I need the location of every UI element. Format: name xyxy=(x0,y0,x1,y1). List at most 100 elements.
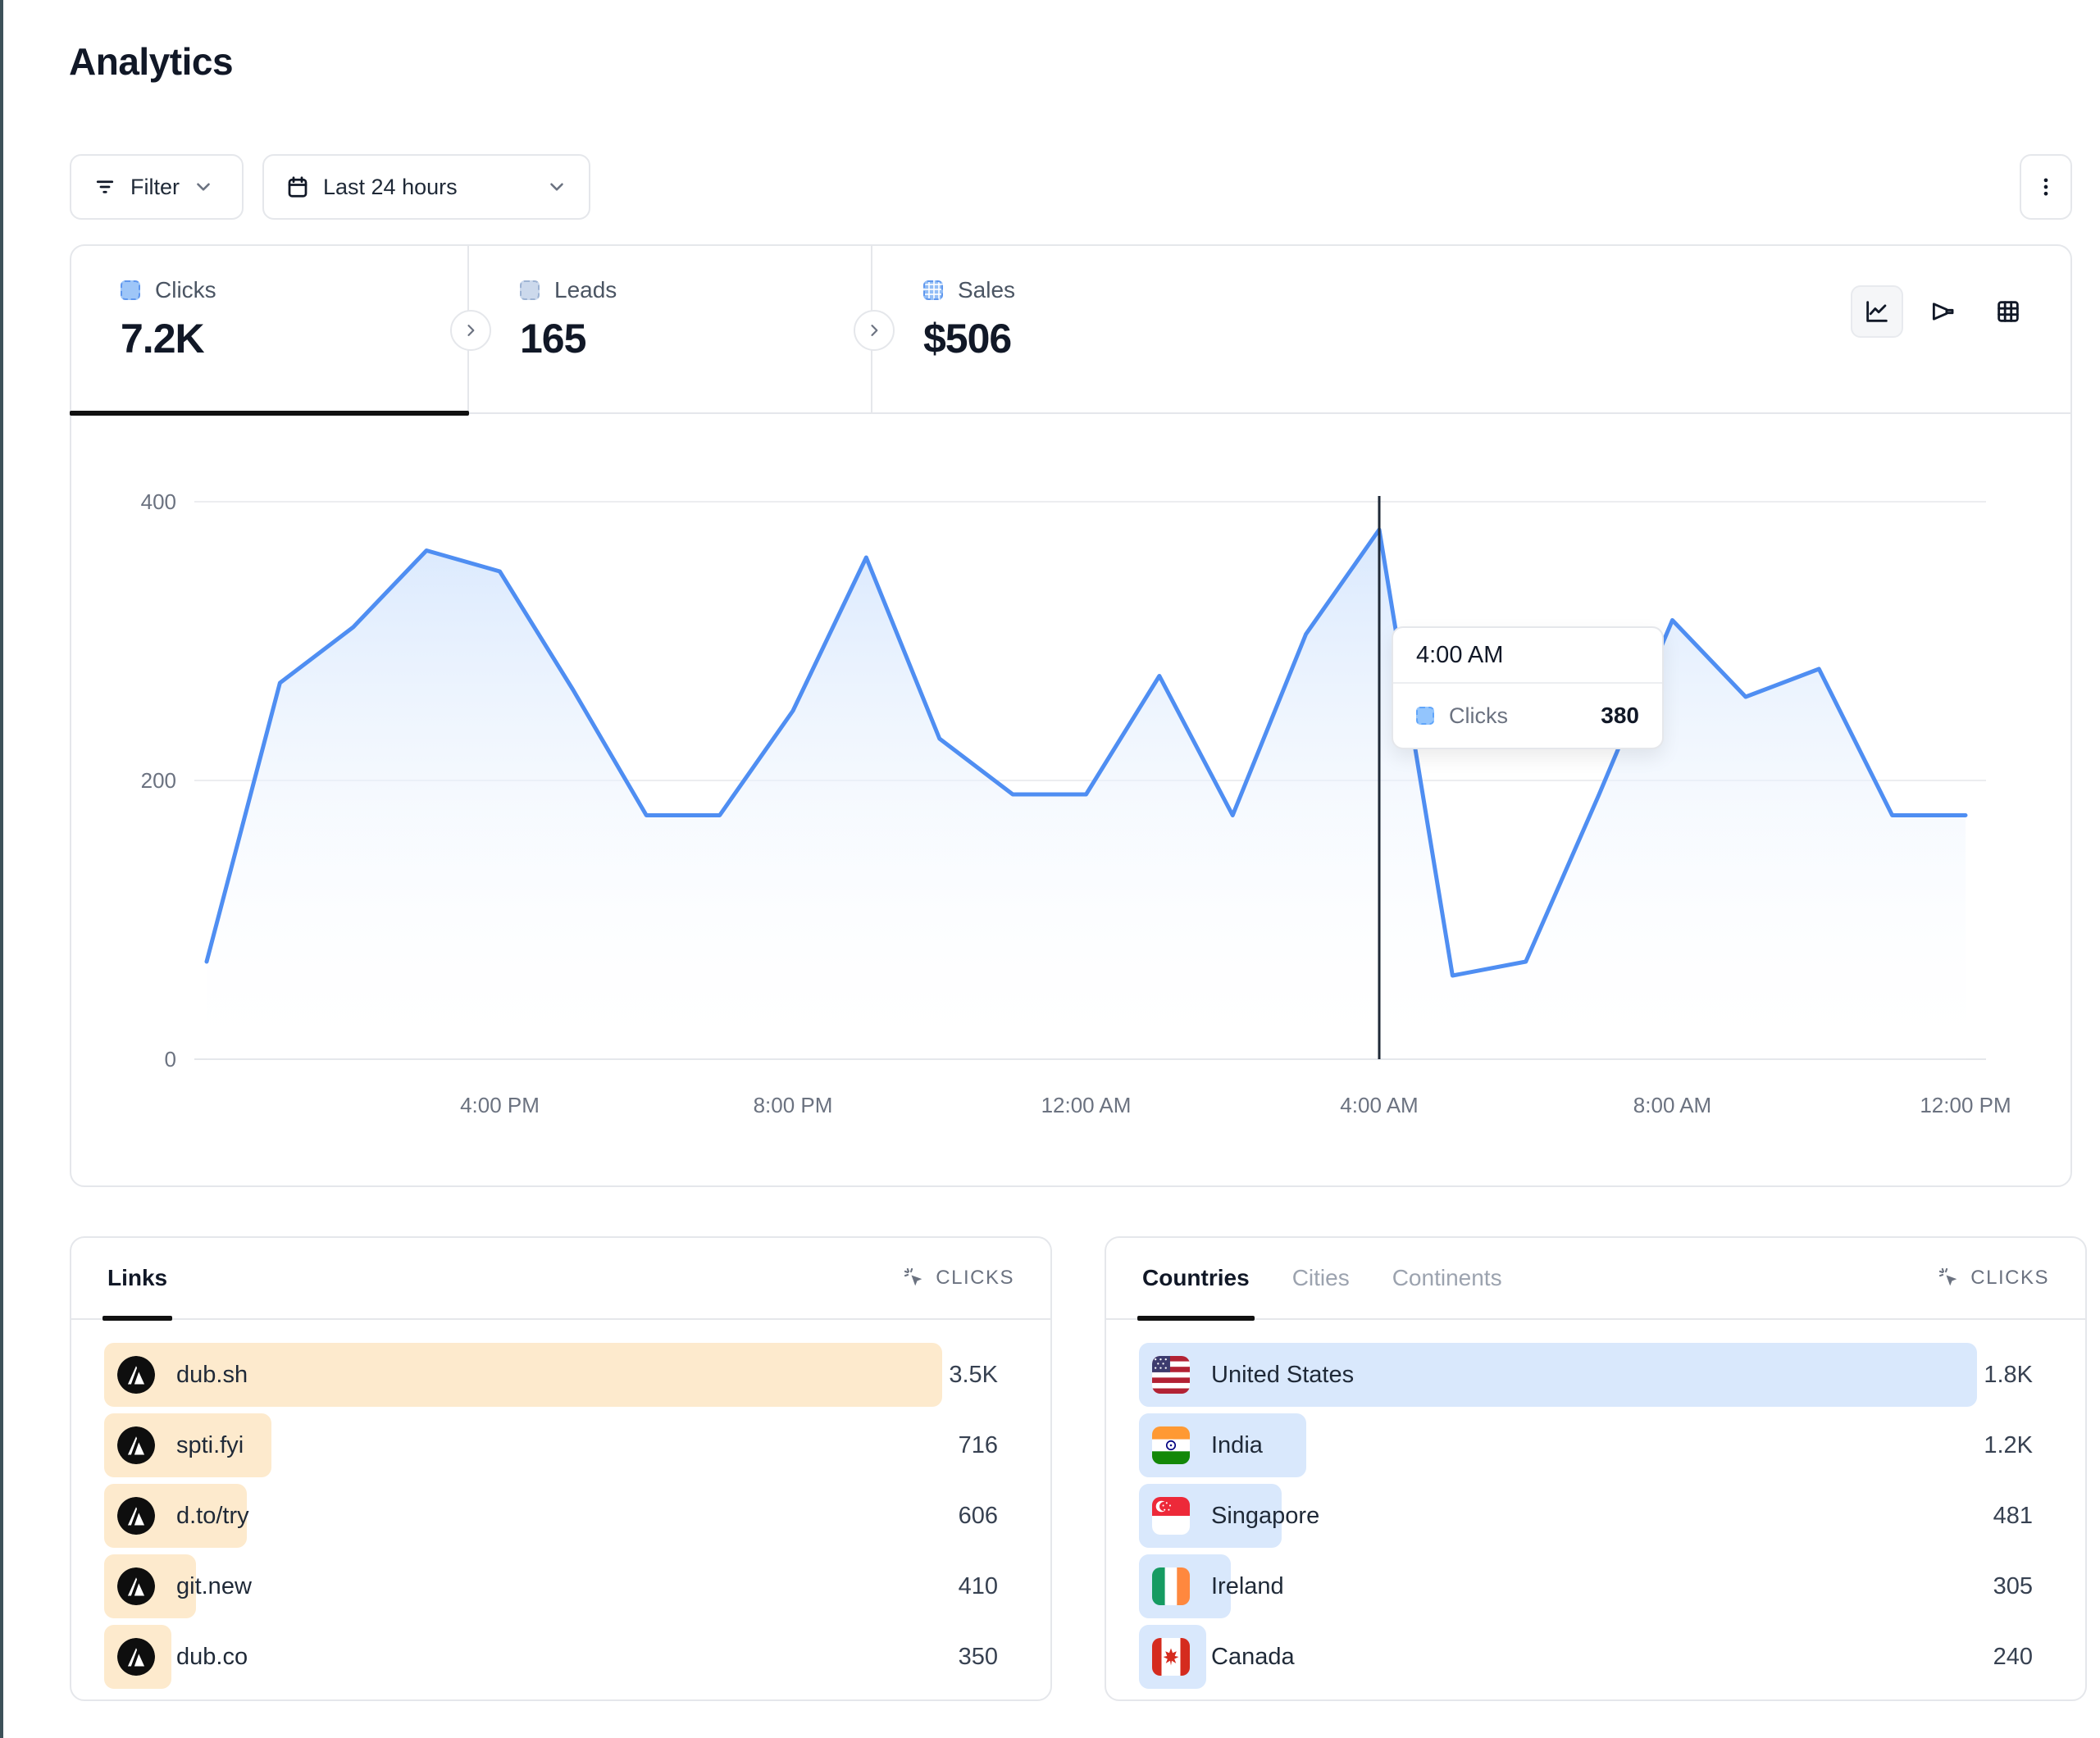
clicks-area-chart[interactable]: 0 200 400 4:00 PM 8:00 PM 12:00 AM 4:00 AM 8:00… xyxy=(71,414,2074,1189)
list-item[interactable]: United States 1.8K xyxy=(1139,1343,2052,1407)
stat-label: Sales xyxy=(958,277,1016,303)
stats-row: Clicks 7.2K Leads 165 Sales $506 xyxy=(70,246,2070,416)
expand-clicks-button[interactable] xyxy=(450,310,491,351)
list-item[interactable]: Singapore 481 xyxy=(1139,1484,2052,1548)
tooltip-series-label: Clicks xyxy=(1449,703,1508,728)
tooltip-value: 380 xyxy=(1601,703,1639,728)
tab-countries[interactable]: Countries xyxy=(1137,1238,1255,1321)
row-label: d.to/try xyxy=(176,1502,249,1529)
tab-cities[interactable]: Cities xyxy=(1291,1265,1350,1290)
list-item[interactable]: spti.fyi 716 xyxy=(104,1413,1018,1477)
page-title: Analytics xyxy=(69,40,234,83)
active-tab-underline xyxy=(70,411,469,416)
x-axis-tick: 12:00 PM xyxy=(1920,1093,2011,1117)
row-value: 1.2K xyxy=(1984,1431,2033,1458)
stat-label: Leads xyxy=(554,277,617,303)
chevron-down-icon xyxy=(546,176,567,198)
x-axis-tick: 4:00 PM xyxy=(460,1093,540,1117)
chevron-right-icon xyxy=(467,325,475,336)
line-chart-icon xyxy=(1866,301,1888,322)
row-label: Singapore xyxy=(1211,1502,1320,1529)
tab-links[interactable]: Links xyxy=(102,1238,173,1321)
sales-legend-swatch xyxy=(923,280,943,300)
left-edge-strip xyxy=(0,0,3,1738)
row-label: dub.sh xyxy=(176,1361,248,1388)
date-range-label: Last 24 hours xyxy=(323,174,458,199)
list-item[interactable]: git.new 410 xyxy=(104,1554,1018,1618)
row-label: United States xyxy=(1211,1361,1355,1388)
funnel-view-button[interactable] xyxy=(1916,285,1969,338)
row-label: spti.fyi xyxy=(176,1431,244,1458)
metric-label: CLICKS xyxy=(936,1267,1014,1289)
list-item[interactable]: dub.sh 3.5K xyxy=(104,1343,1018,1407)
date-range-button[interactable]: Last 24 hours xyxy=(262,154,590,220)
row-value: 481 xyxy=(1993,1502,2033,1529)
list-item[interactable]: India 1.2K xyxy=(1139,1413,2052,1477)
calendar-icon xyxy=(285,175,310,199)
leads-legend-swatch xyxy=(520,280,540,300)
list-item[interactable]: d.to/try 606 xyxy=(104,1484,1018,1548)
x-axis-tick: 4:00 AM xyxy=(1340,1093,1418,1117)
links-tabs: Links xyxy=(102,1238,173,1321)
table-grid-icon xyxy=(1998,301,2019,322)
kebab-menu-icon xyxy=(2034,175,2057,198)
row-value: 1.8K xyxy=(1984,1361,2033,1388)
countries-tabs: Countries Cities Continents xyxy=(1137,1238,1502,1321)
metric-label: CLICKS xyxy=(1970,1267,2049,1289)
filter-button[interactable]: Filter xyxy=(70,154,244,220)
dub-logo-icon xyxy=(117,1426,155,1464)
clicks-series-line xyxy=(204,527,1968,978)
row-value: 350 xyxy=(958,1643,998,1670)
analytics-card: Clicks 7.2K Leads 165 Sales $506 xyxy=(70,244,2072,1187)
links-panel: Links CLICKS dub.sh 3.5K spti.fyi 716 d.… xyxy=(70,1236,1052,1701)
dub-logo-icon xyxy=(117,1356,155,1394)
row-label: Ireland xyxy=(1211,1572,1284,1599)
filter-label: Filter xyxy=(130,174,180,199)
stat-tab-clicks[interactable]: Clicks 7.2K xyxy=(70,246,469,416)
tab-continents[interactable]: Continents xyxy=(1392,1265,1502,1290)
chevron-down-icon xyxy=(193,176,214,198)
filter-icon xyxy=(93,175,117,199)
tooltip-series-swatch xyxy=(1416,707,1434,725)
row-label: India xyxy=(1211,1431,1263,1458)
row-value: 3.5K xyxy=(949,1361,998,1388)
expand-leads-button[interactable] xyxy=(854,310,895,351)
y-axis-tick: 200 xyxy=(141,768,176,793)
stat-value: 7.2K xyxy=(121,316,205,362)
row-label: dub.co xyxy=(176,1643,248,1670)
list-item[interactable]: Canada 240 xyxy=(1139,1625,2052,1689)
stat-value: 165 xyxy=(520,316,586,362)
clicks-legend-swatch xyxy=(121,280,140,300)
x-axis-tick: 8:00 PM xyxy=(754,1093,833,1117)
list-item[interactable]: dub.co 350 xyxy=(104,1625,1018,1689)
more-options-button[interactable] xyxy=(2020,154,2072,220)
chevron-right-icon xyxy=(871,325,878,336)
stat-label: Clicks xyxy=(155,277,216,303)
tooltip-time: 4:00 AM xyxy=(1393,628,1662,684)
value-bar xyxy=(1139,1343,1977,1407)
line-chart-view-button[interactable] xyxy=(1851,285,1903,338)
sg-flag-icon xyxy=(1152,1497,1190,1535)
x-axis-tick: 8:00 AM xyxy=(1633,1093,1711,1117)
dub-logo-icon xyxy=(117,1567,155,1605)
y-axis-tick: 0 xyxy=(165,1047,176,1071)
row-value: 716 xyxy=(958,1431,998,1458)
links-metric-header[interactable]: CLICKS xyxy=(903,1267,1014,1290)
row-value: 305 xyxy=(1993,1572,2033,1599)
row-label: git.new xyxy=(176,1572,252,1599)
ca-flag-icon xyxy=(1152,1638,1190,1676)
stat-value: $506 xyxy=(923,316,1012,362)
row-value: 606 xyxy=(958,1502,998,1529)
stat-tab-leads[interactable]: Leads 165 xyxy=(471,246,872,414)
chart-type-switcher xyxy=(1851,285,2034,338)
chart-svg: 0 200 400 4:00 PM 8:00 PM 12:00 AM 4:00 AM 8:00… xyxy=(141,489,2011,1117)
list-item[interactable]: Ireland 305 xyxy=(1139,1554,2052,1618)
cursor-click-icon xyxy=(904,1267,922,1286)
table-view-button[interactable] xyxy=(1982,285,2034,338)
row-label: Canada xyxy=(1211,1643,1295,1670)
chart-tooltip: 4:00 AM Clicks 380 xyxy=(1392,626,1664,749)
countries-metric-header[interactable]: CLICKS xyxy=(1938,1267,2049,1290)
row-value: 410 xyxy=(958,1572,998,1599)
y-axis-tick: 400 xyxy=(141,489,176,514)
stat-tab-sales[interactable]: Sales $506 xyxy=(874,246,2074,414)
